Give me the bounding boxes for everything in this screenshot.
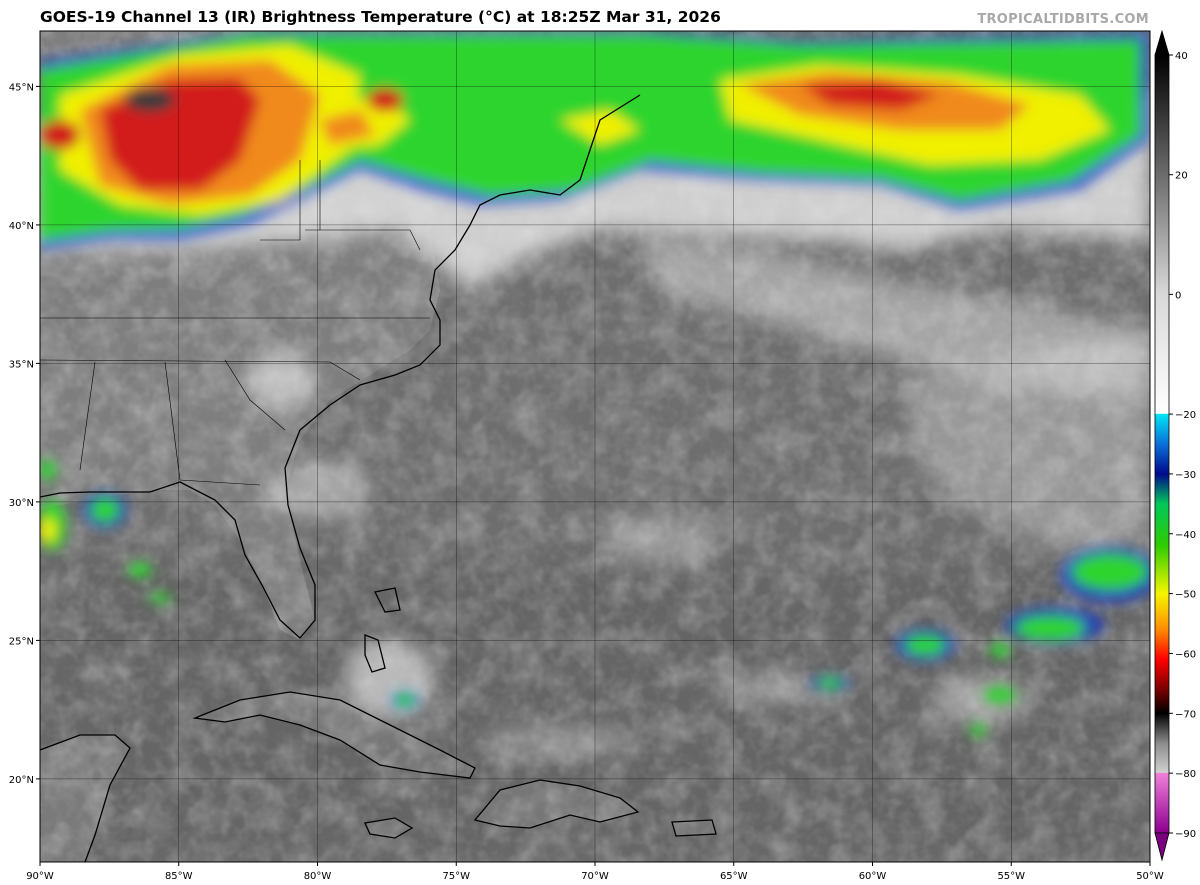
lon-tick-label: 85°W <box>165 871 193 882</box>
colorbar-top-arrow <box>1154 29 1170 56</box>
colorbar-tick-label: 40 <box>1175 51 1188 62</box>
colorbar-tick-label: 20 <box>1175 171 1188 182</box>
lat-tick-label: 35°N <box>9 359 34 370</box>
lon-tick-label: 65°W <box>720 871 748 882</box>
lon-tick-label: 60°W <box>859 871 887 882</box>
lat-lon-grid <box>40 31 1150 862</box>
colorbar-tick-label: −40 <box>1175 530 1196 541</box>
lat-tick-label: 25°N <box>9 636 34 647</box>
axis-ticks: 90°W 85°W 80°W 75°W 70°W 65°W 60°W 55°W 50°W 20°N… <box>9 82 1164 882</box>
colorbar-tick-label: 0 <box>1175 290 1181 301</box>
lon-tick-label: 55°W <box>997 871 1025 882</box>
colorbar-tick-label: −60 <box>1175 649 1196 660</box>
lon-tick-label: 90°W <box>26 871 54 882</box>
colorbar-tick-label: −90 <box>1175 829 1196 840</box>
source-credit: TROPICALTIDBITS.COM <box>977 12 1149 27</box>
lat-tick-label: 45°N <box>9 82 34 93</box>
coastlines <box>40 94 717 862</box>
colorbar-tick-label: −50 <box>1175 590 1196 601</box>
colorbar-tick-label: −80 <box>1175 769 1196 780</box>
lat-tick-label: 40°N <box>9 221 34 232</box>
lon-tick-label: 70°W <box>581 871 609 882</box>
colorbar-tick-label: −20 <box>1175 410 1196 421</box>
map-title: GOES-19 Channel 13 (IR) Brightness Tempe… <box>40 8 721 26</box>
lat-tick-label: 30°N <box>9 498 34 509</box>
state-borders <box>40 160 430 486</box>
colorbar-tick-label: −70 <box>1175 709 1196 720</box>
colorbar-tick-label: −30 <box>1175 470 1196 481</box>
lon-tick-label: 80°W <box>304 871 332 882</box>
lon-tick-label: 75°W <box>442 871 470 882</box>
lat-tick-label: 20°N <box>9 775 34 786</box>
colorbar-bottom-arrow <box>1154 832 1170 862</box>
lon-tick-label: 50°W <box>1136 871 1164 882</box>
colorbar: 40 20 0 −20 −30 −40 −50 −60 −70 −80 −90 <box>1154 29 1196 862</box>
